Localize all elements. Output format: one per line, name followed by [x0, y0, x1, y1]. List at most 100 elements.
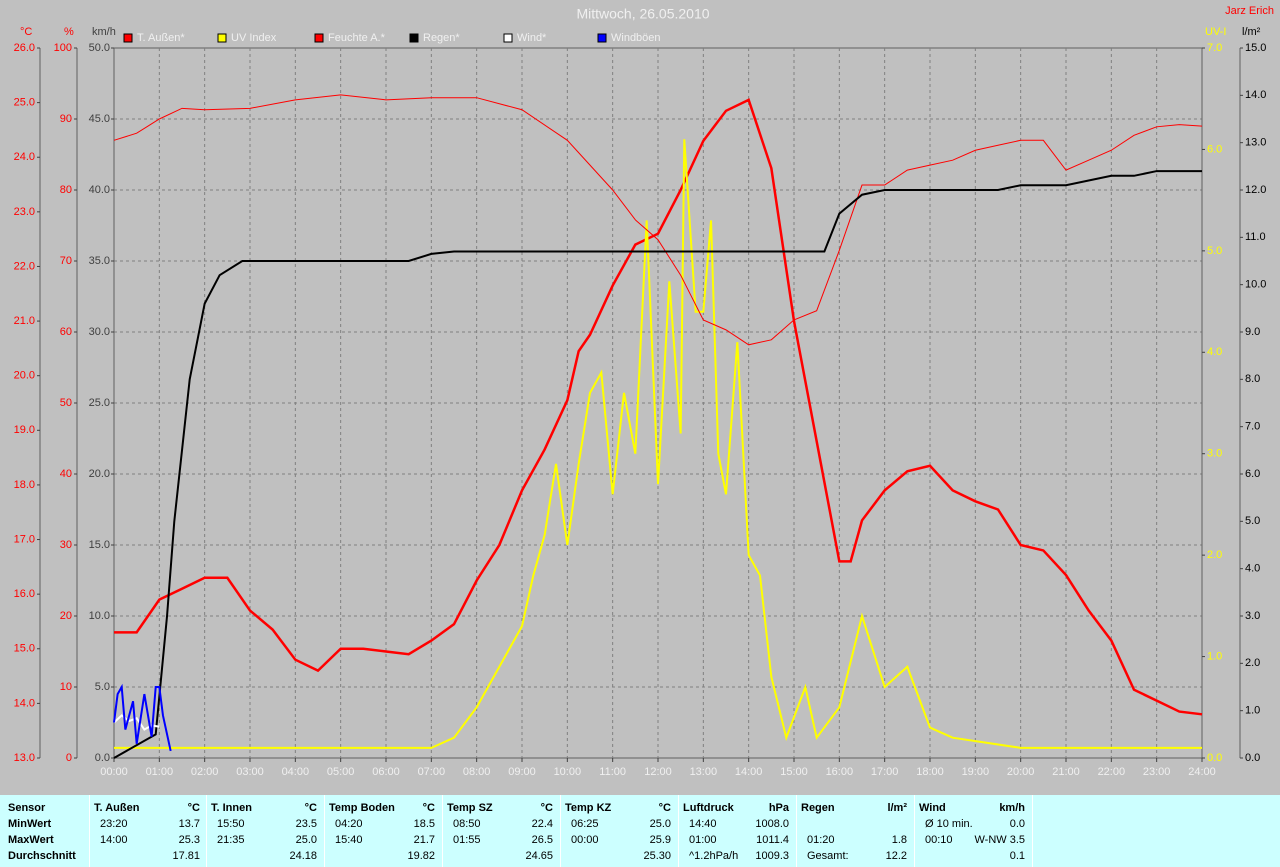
y-tick-label: 1.0	[1245, 705, 1260, 717]
legend-swatch	[503, 33, 513, 43]
y-tick-label: 100	[54, 42, 72, 54]
time-cell: 23:20	[100, 818, 128, 830]
y-tick-label: 25.0	[89, 397, 110, 409]
series-line	[113, 170, 1202, 759]
y-tick-label: 7.0	[1207, 42, 1222, 54]
time-cell: ^1.2hPa/h	[689, 850, 739, 862]
time-cell: 01:00	[689, 834, 717, 846]
x-tick-label: 23:00	[1143, 766, 1171, 778]
x-tick-label: 20:00	[1007, 766, 1035, 778]
y-tick-label: 0.0	[1207, 752, 1222, 764]
time-cell: 01:55	[453, 834, 481, 846]
x-tick-label: 03:00	[236, 766, 264, 778]
y-tick-label: 14.0	[14, 697, 35, 709]
time-cell: 08:50	[453, 818, 481, 830]
y-tick-label: 15.0	[14, 643, 35, 655]
y-tick-label: 7.0	[1245, 421, 1260, 433]
y-tick-label: 45.0	[89, 113, 110, 125]
value-cell: 24.65	[525, 850, 553, 862]
group-name: T. Außen	[94, 802, 140, 814]
series-line	[113, 683, 172, 752]
y-tick-label: 15.0	[1245, 42, 1266, 54]
time-cell: Ø 10 min.	[925, 818, 973, 830]
x-tick-label: 18:00	[916, 766, 944, 778]
y-tick-label: 70	[60, 255, 72, 267]
chart-title: Mittwoch, 26.05.2010	[576, 6, 709, 22]
series-line	[113, 94, 1203, 346]
column-separator	[1032, 795, 1033, 867]
time-cell: Gesamt:	[807, 850, 849, 862]
x-tick-label: 14:00	[735, 766, 763, 778]
y-tick-label: 24.0	[14, 151, 35, 163]
time-cell: 00:00	[571, 834, 599, 846]
value-cell: 1.8	[891, 834, 907, 846]
y-tick-label: 20.0	[89, 468, 110, 480]
group-unit: °C	[658, 802, 671, 814]
y-tick-label: 4.0	[1207, 346, 1222, 358]
time-cell: 01:20	[807, 834, 835, 846]
value-cell: 1009.3	[755, 850, 789, 862]
column-separator	[206, 795, 207, 867]
value-cell: 0.0	[1009, 818, 1025, 830]
x-tick-label: 17:00	[871, 766, 899, 778]
legend-label: Windböen	[611, 32, 661, 44]
x-tick-label: 11:00	[599, 766, 626, 778]
x-tick-label: 16:00	[826, 766, 854, 778]
value-cell: 1008.0	[755, 818, 789, 830]
x-tick-label: 15:00	[780, 766, 808, 778]
column-separator	[678, 795, 679, 867]
y-tick-label: 3.0	[1245, 610, 1260, 622]
y-tick-label: 5.0	[1245, 515, 1260, 527]
legend-swatch	[217, 33, 227, 43]
column-separator	[796, 795, 797, 867]
y-tick-label: 3.0	[1207, 448, 1222, 460]
group-unit: km/h	[999, 802, 1025, 814]
x-tick-label: 06:00	[372, 766, 400, 778]
y-tick-label: 0	[66, 752, 72, 764]
y-tick-label: 13.0	[14, 752, 35, 764]
y-tick-label: 90	[60, 113, 72, 125]
y-tick-label: 1.0	[1207, 650, 1222, 662]
column-separator	[914, 795, 915, 867]
x-tick-label: 07:00	[418, 766, 446, 778]
column-separator	[560, 795, 561, 867]
time-cell: 14:00	[100, 834, 128, 846]
y-tick-label: 60	[60, 326, 72, 338]
y-tick-label: 21.0	[14, 315, 35, 327]
y-tick-label: 10.0	[1245, 279, 1266, 291]
legend-label: Feuchte A.*	[328, 32, 386, 44]
value-cell: 21.7	[413, 834, 435, 846]
y-tick-label: 0.0	[95, 752, 110, 764]
y-tick-label: 16.0	[14, 588, 35, 600]
series-line	[114, 98, 1203, 716]
group-unit: °C	[540, 802, 553, 814]
y-axis-title: %	[64, 26, 74, 38]
y-tick-label: 2.0	[1207, 549, 1222, 561]
value-cell: 25.3	[178, 834, 200, 846]
value-cell: 19.82	[407, 850, 435, 862]
value-cell: 0.1	[1009, 850, 1025, 862]
time-cell: 14:40	[689, 818, 717, 830]
x-tick-label: 13:00	[690, 766, 718, 778]
author: Jarz Erich	[1225, 5, 1274, 17]
y-tick-label: 40	[60, 468, 72, 480]
y-tick-label: 14.0	[1245, 89, 1266, 101]
y-axis-title: °C	[20, 26, 32, 38]
value-cell: 22.4	[531, 818, 553, 830]
y-tick-label: 20	[60, 610, 72, 622]
series-line	[114, 139, 1202, 749]
column-separator	[324, 795, 325, 867]
value-cell: 25.9	[649, 834, 671, 846]
y-tick-label: 6.0	[1245, 468, 1260, 480]
x-tick-label: 02:00	[191, 766, 219, 778]
value-cell: 18.5	[413, 818, 435, 830]
y-tick-label: 8.0	[1245, 373, 1260, 385]
value-cell: 1011.4	[756, 834, 789, 846]
value-cell: 13.7	[178, 818, 200, 830]
group-name: T. Innen	[211, 802, 252, 814]
group-name: Temp SZ	[447, 802, 493, 814]
y-tick-label: 2.0	[1245, 657, 1260, 669]
x-tick-label: 01:00	[146, 766, 174, 778]
time-cell: 04:20	[335, 818, 363, 830]
row-label: MaxWert	[8, 834, 54, 846]
